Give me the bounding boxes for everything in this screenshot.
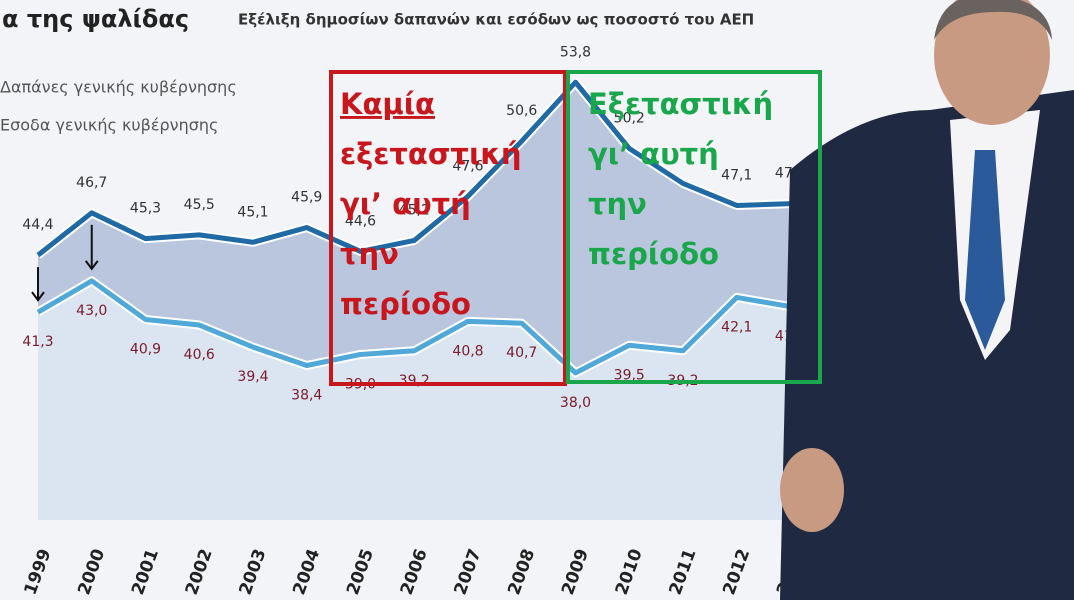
legend-entry: Δαπάνες γενικής κυβέρνησης: [0, 78, 237, 97]
data-label: 40,7: [506, 345, 537, 361]
annotation-text: εξεταστική: [340, 137, 522, 171]
data-label: 41,3: [22, 334, 53, 350]
annotation-text: γι’ αυτή: [588, 137, 719, 171]
annotation-text: Καμία: [340, 87, 435, 121]
data-label: 40,6: [184, 347, 215, 363]
data-label: 45,2: [399, 202, 430, 218]
data-label: 42,1: [721, 319, 752, 335]
chart-title: α της ψαλίδας: [2, 5, 189, 33]
annotations: Καμία εξεταστική γι’ αυτή την περίοδο Εξεταστ…: [329, 70, 822, 386]
gap-arrow-head: [31, 291, 45, 302]
data-label: 47,6: [452, 158, 483, 174]
data-label: 45,1: [237, 204, 268, 220]
area-fill: [38, 280, 898, 520]
gap-arrow-head: [84, 260, 99, 271]
data-label: 53,8: [560, 44, 591, 60]
data-label: 44,6: [345, 213, 376, 229]
series-line: [36, 278, 900, 376]
data-label: 39,5: [614, 367, 645, 383]
data-label: 44,4: [22, 217, 53, 233]
person-photo: [780, 0, 1074, 600]
data-label: 45,9: [291, 190, 322, 206]
legend-entry: Εσοδα γενικής κυβέρνησης: [0, 116, 218, 135]
annotation-box: [566, 70, 822, 384]
data-label: 50,2: [614, 110, 645, 126]
data-label: 38,0: [560, 395, 591, 411]
annotation-text: γι’ αυτή: [340, 187, 471, 221]
annotation-box: [329, 70, 567, 386]
annotation-text: την: [588, 187, 647, 221]
data-label: 47,1: [721, 167, 752, 183]
annotation-text: την: [340, 237, 399, 271]
chart-subtitle: Εξέλιξη δημοσίων δαπανών και εσόδων ως π…: [238, 11, 754, 29]
data-label: 39,4: [237, 369, 268, 385]
data-label: 46,7: [76, 175, 107, 191]
annotation-text: Εξεταστική: [588, 87, 773, 121]
data-label: 45,3: [130, 201, 161, 217]
series-line: [36, 79, 900, 269]
data-label: 43,0: [76, 303, 107, 319]
data-label: 40,9: [130, 342, 161, 358]
annotation-text: περίοδο: [588, 237, 719, 271]
data-label: 50,6: [506, 103, 537, 119]
data-label: 40,8: [452, 343, 483, 359]
annotation-text: περίοδο: [340, 287, 471, 321]
data-label: 38,4: [291, 388, 322, 404]
data-label: 39,2: [399, 373, 430, 389]
data-label: 45,5: [184, 197, 215, 213]
